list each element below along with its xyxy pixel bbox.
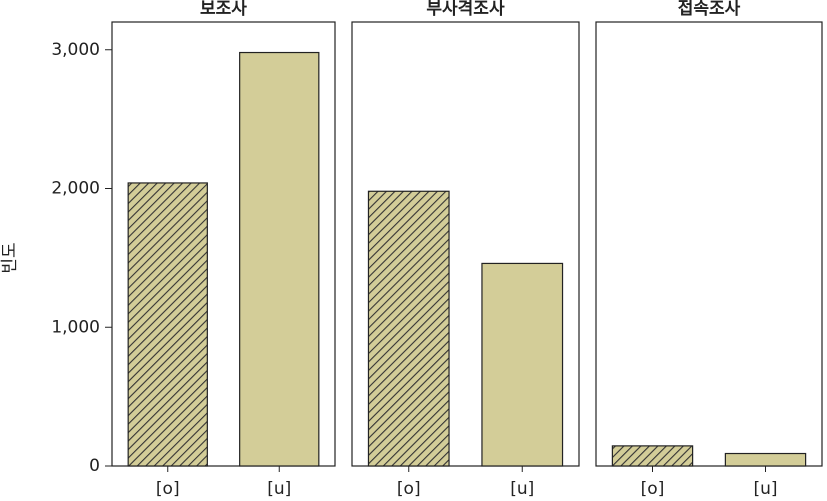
bar <box>239 51 320 467</box>
bar <box>127 182 208 467</box>
bar <box>367 190 450 467</box>
x-tick-label: [o] <box>397 479 421 499</box>
y-axis-label: 빈도 <box>0 242 20 273</box>
x-tick-label: [u] <box>267 479 291 499</box>
x-tick-label: [u] <box>510 479 534 499</box>
panel <box>595 21 823 467</box>
panel <box>351 21 580 467</box>
bar <box>481 262 564 467</box>
y-tick-label: 1,000 <box>51 317 100 337</box>
y-tick-label: 3,000 <box>51 40 100 60</box>
y-tick-label: 0 <box>89 456 100 476</box>
x-tick-label: [o] <box>156 479 180 499</box>
y-tick-label: 2,000 <box>51 179 100 199</box>
bar <box>611 445 694 467</box>
bar <box>724 452 807 467</box>
panel <box>111 21 336 467</box>
panel-title: 부사격조사 <box>426 0 505 19</box>
panel-title: 접속조사 <box>678 0 741 19</box>
x-tick-label: [o] <box>641 479 665 499</box>
x-tick-label: [u] <box>753 479 777 499</box>
panel-title: 보조사 <box>200 0 247 19</box>
